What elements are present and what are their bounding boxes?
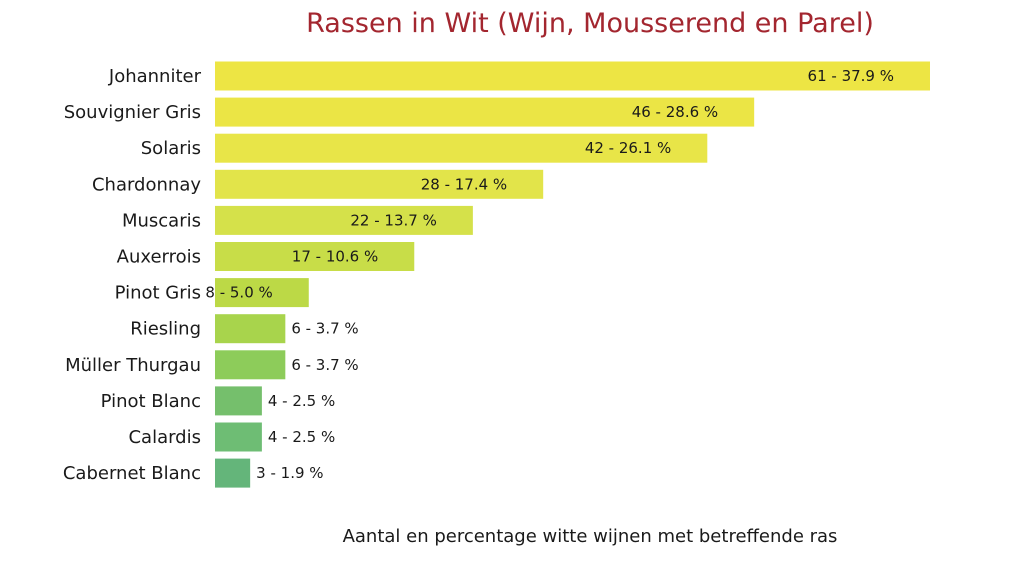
data-label-solaris: 42 - 26.1 % [585, 139, 671, 157]
data-label-pinot-gris: 8 - 5.0 % [205, 284, 272, 302]
category-label-muller-thurgau: Müller Thurgau [65, 355, 201, 376]
category-label-souvignier-gris: Souvignier Gris [64, 102, 201, 123]
data-label-muscaris: 22 - 13.7 % [350, 211, 436, 229]
bar-pinot-blanc [215, 386, 262, 416]
bar-pinot-gris [215, 278, 309, 308]
data-label-muller-thurgau: 6 - 3.7 % [291, 356, 358, 374]
bar-muller-thurgau [215, 350, 286, 380]
bar-cabernet-blanc [215, 458, 251, 488]
category-label-auxerrois: Auxerrois [117, 247, 201, 268]
data-label-johanniter: 61 - 37.9 % [808, 67, 894, 85]
data-label-calardis: 4 - 2.5 % [268, 428, 335, 446]
bars-group: Johanniter 61 - 37.9 % Souvignier Gris 46 -… [63, 61, 930, 488]
category-label-pinot-blanc: Pinot Blanc [101, 391, 201, 412]
bar-chardonnay [215, 169, 544, 199]
data-label-chardonnay: 28 - 17.4 % [421, 175, 507, 193]
data-label-pinot-blanc: 4 - 2.5 % [268, 392, 335, 410]
bar-solaris [215, 133, 708, 163]
x-axis-label: Aantal en percentage witte wijnen met be… [343, 526, 838, 547]
bar-souvignier-gris [215, 97, 755, 127]
bar-muscaris [215, 205, 473, 235]
category-label-muscaris: Muscaris [122, 210, 201, 231]
bar-johanniter [215, 61, 930, 91]
bar-calardis [215, 422, 262, 452]
data-label-souvignier-gris: 46 - 28.6 % [632, 103, 718, 121]
data-label-riesling: 6 - 3.7 % [291, 320, 358, 338]
category-label-chardonnay: Chardonnay [92, 174, 201, 195]
category-label-calardis: Calardis [128, 427, 201, 448]
category-label-solaris: Solaris [141, 138, 201, 159]
chart-title: Rassen in Wit (Wijn, Mousserend en Parel… [306, 8, 874, 39]
data-label-cabernet-blanc: 3 - 1.9 % [256, 464, 323, 482]
category-label-pinot-gris: Pinot Gris [115, 283, 201, 304]
category-label-cabernet-blanc: Cabernet Blanc [63, 463, 201, 484]
category-label-riesling: Riesling [130, 319, 201, 340]
category-label-johanniter: Johanniter [108, 66, 202, 87]
bar-auxerrois [215, 242, 415, 271]
data-label-auxerrois: 17 - 10.6 % [292, 248, 378, 266]
bar-riesling [215, 314, 286, 344]
